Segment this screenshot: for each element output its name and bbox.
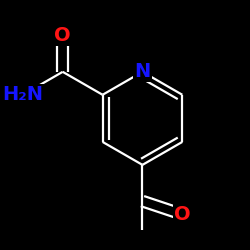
Text: O: O xyxy=(54,26,71,45)
Text: H₂N: H₂N xyxy=(2,85,43,104)
Text: N: N xyxy=(134,62,150,81)
Text: O: O xyxy=(174,205,191,224)
